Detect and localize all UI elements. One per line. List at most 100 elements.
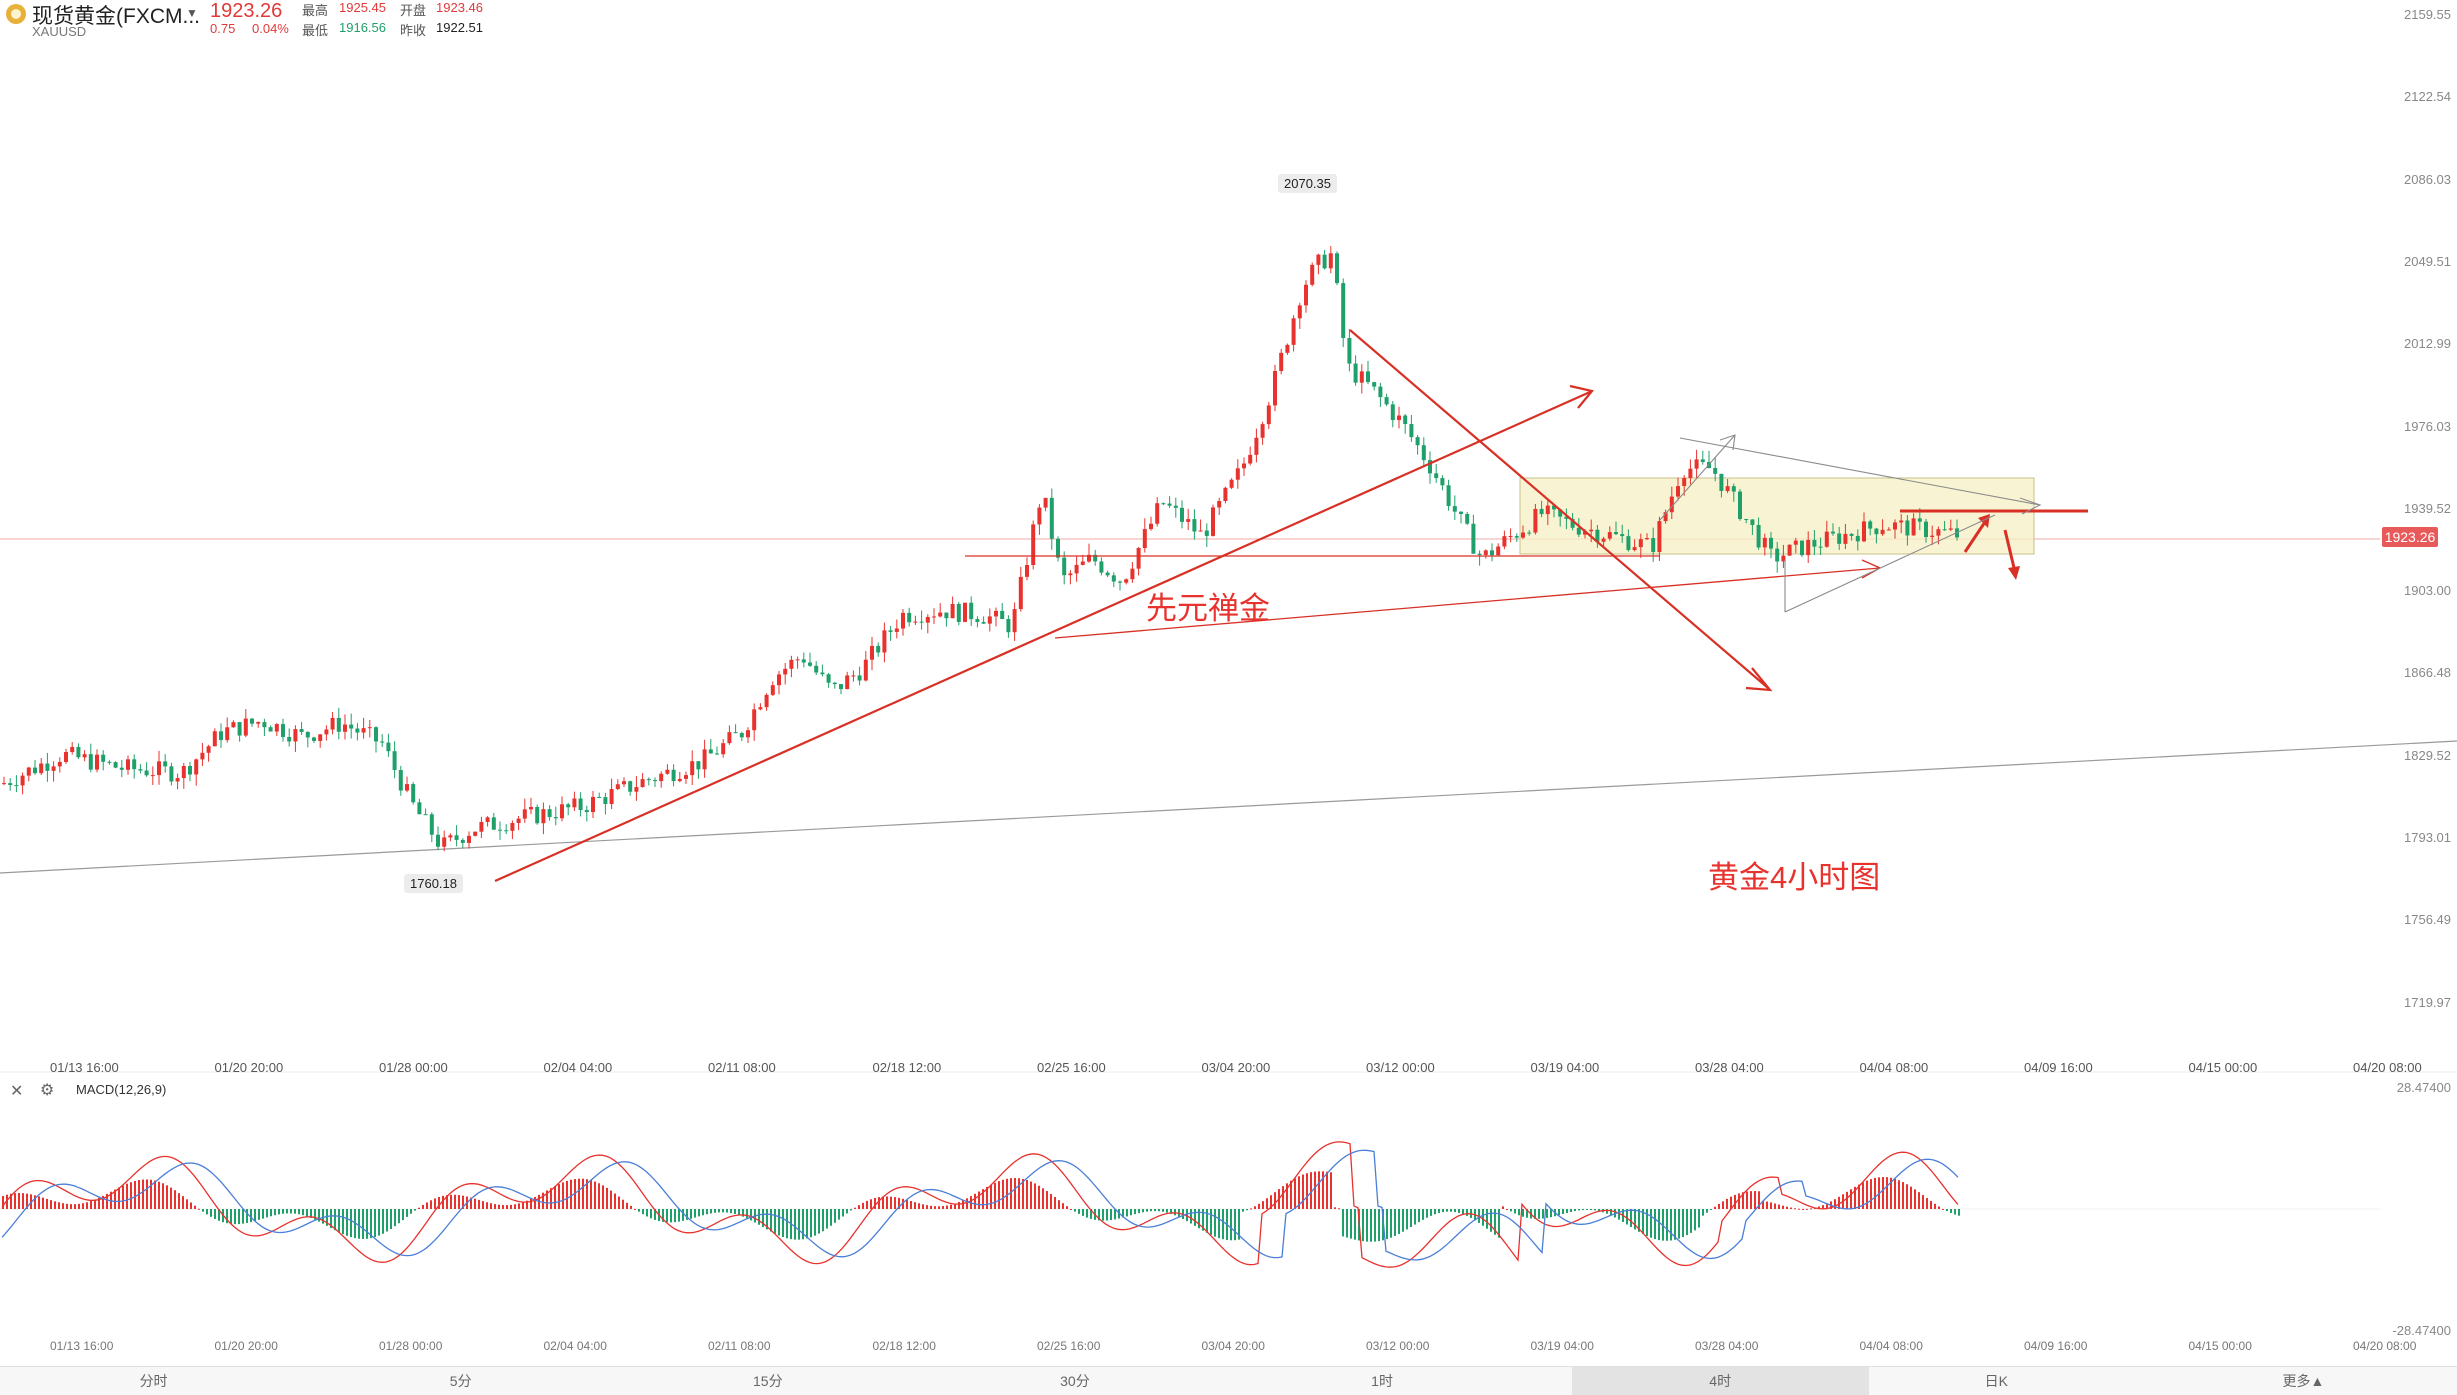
candle-body [1595,529,1600,542]
candle-body [380,741,385,743]
candle-body [1738,491,1742,520]
candle-body [1719,473,1724,491]
gear-icon[interactable]: ⚙ [40,1082,55,1099]
candle-body [659,773,664,782]
timeframe-tab[interactable]: 15分 [753,1373,783,1389]
macd-bar [870,1199,872,1209]
macd-bar [830,1209,832,1226]
timeframe-tab[interactable]: 分时 [139,1373,168,1389]
x-tick: 03/04 20:00 [1201,1339,1265,1353]
macd-bar [1422,1209,1424,1220]
macd-bar [778,1209,780,1236]
macd-bar [702,1209,704,1216]
x-tick: 03/28 04:00 [1695,1339,1759,1353]
candle-body [1589,529,1594,532]
macd-bar [1090,1209,1092,1219]
macd-bar [546,1190,548,1209]
candle-body [653,780,657,782]
macd-bar [398,1209,400,1224]
macd-bar [18,1192,20,1209]
macd-bar [1606,1209,1608,1214]
macd-bar [230,1209,232,1224]
symbol-name[interactable]: 现货黄金(FXCM... [32,5,200,28]
candle-body [1198,530,1203,532]
kline-chart[interactable] [0,0,2457,1366]
candle-body [950,603,955,619]
macd-bar [438,1196,440,1209]
candle-body [39,763,44,774]
macd-bar [1846,1191,1848,1209]
candle-body [1514,536,1519,538]
macd-bar [934,1206,936,1209]
timeframe-tab[interactable]: 更多▲ [2282,1373,2325,1389]
macd-bar [986,1186,988,1209]
close-icon[interactable]: ✕ [10,1083,24,1100]
candle-body [1229,479,1234,488]
macd-bar [914,1202,916,1209]
candle-body [529,806,533,810]
macd-bar [854,1207,856,1209]
macd-bar [470,1197,472,1209]
candle-body [863,659,868,681]
x-tick: 03/19 04:00 [1530,1339,1594,1353]
x-tick: 02/04 04:00 [543,1060,613,1075]
macd-bar [558,1184,560,1209]
macd-bar [550,1188,552,1209]
macd-bar [1074,1209,1076,1212]
candle-body [1384,397,1389,405]
macd-bar [1338,1208,1340,1210]
y-tick: 2012.99 [2404,336,2451,352]
candle-body [1353,363,1358,383]
candle-body [795,659,800,661]
candle-body [442,837,447,847]
y-tick: 1829.52 [2404,747,2451,763]
macd-bar [834,1209,836,1223]
macd-bar [1106,1209,1108,1221]
macd-bar [1598,1209,1600,1212]
candle-body [268,727,273,732]
timeframe-tab[interactable]: 30分 [1060,1373,1090,1389]
candle-body [851,675,856,677]
chevron-down-icon[interactable]: ▼ [186,6,198,20]
candle-body [225,727,230,741]
macd-bar [1262,1201,1264,1209]
macd-bar [670,1209,672,1223]
candle-body [628,781,633,792]
macd-bar [890,1196,892,1209]
macd-bar [1110,1209,1112,1221]
macd-bar [902,1198,904,1209]
macd-bar [1142,1209,1144,1213]
x-tick: 01/13 16:00 [50,1339,114,1353]
candle-body [423,814,428,816]
macd-bar [842,1209,844,1217]
macd-bar [1126,1209,1128,1217]
candle-body [467,835,471,843]
macd-bar [302,1209,304,1216]
macd-bar [874,1198,876,1209]
chart-title-annotation: 黄金4小时图 [1708,860,1881,895]
macd-bar [494,1204,496,1209]
timeframe-tab[interactable]: 日K [1984,1373,2008,1389]
timeframe-tab[interactable]: 4时 [1571,1367,1869,1395]
macd-bar [1402,1209,1404,1232]
timeframe-tab[interactable]: 1时 [1371,1373,1393,1389]
down-arrow-short [2003,529,2017,573]
macd-bar [62,1203,64,1209]
candle-body [417,802,422,815]
macd-bar [34,1195,36,1209]
macd-bar [1526,1209,1528,1218]
macd-bar [714,1209,716,1213]
prev-close-label: 昨收 [400,23,427,38]
macd-bar [142,1179,144,1209]
candle-body [1793,540,1798,545]
candle-body [981,621,986,624]
x-tick: 03/28 04:00 [1695,1060,1764,1075]
candle-body [1874,528,1879,535]
macd-bar [118,1187,120,1209]
macd-bar [774,1209,776,1234]
candle-body [758,707,763,710]
long-support-line [0,740,2457,874]
timeframe-tab[interactable]: 5分 [449,1373,472,1389]
up-arrow-head [1978,514,1990,528]
macd-bar [1438,1209,1440,1214]
